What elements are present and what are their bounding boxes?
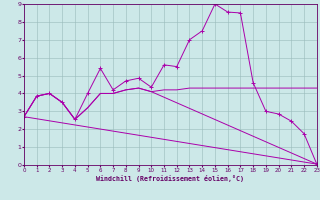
X-axis label: Windchill (Refroidissement éolien,°C): Windchill (Refroidissement éolien,°C) bbox=[96, 175, 244, 182]
